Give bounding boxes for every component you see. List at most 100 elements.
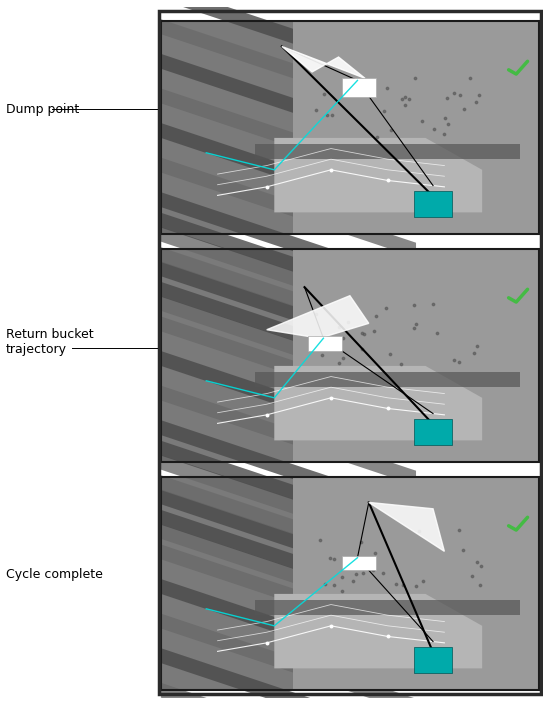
Point: [383, 631, 392, 642]
Point: [474, 90, 483, 101]
Polygon shape: [161, 648, 416, 705]
Point: [440, 128, 449, 140]
Point: [262, 637, 271, 649]
Polygon shape: [161, 544, 416, 644]
Polygon shape: [161, 282, 416, 382]
Polygon shape: [161, 158, 416, 257]
Point: [373, 131, 382, 142]
Point: [472, 96, 480, 107]
Point: [337, 571, 346, 582]
Point: [401, 99, 409, 110]
Polygon shape: [161, 420, 416, 520]
Point: [472, 556, 481, 568]
Point: [330, 579, 339, 590]
Point: [455, 356, 464, 367]
Point: [386, 124, 395, 135]
Point: [440, 112, 449, 123]
Polygon shape: [161, 247, 416, 348]
FancyBboxPatch shape: [161, 477, 539, 689]
Point: [322, 109, 331, 121]
Point: [262, 181, 271, 192]
FancyBboxPatch shape: [309, 336, 342, 351]
Polygon shape: [282, 47, 365, 78]
Point: [458, 544, 467, 556]
Point: [412, 581, 421, 592]
Point: [468, 570, 477, 582]
Point: [339, 332, 348, 343]
Point: [316, 534, 325, 546]
Text: Dump point: Dump point: [6, 103, 79, 116]
Polygon shape: [267, 295, 369, 338]
Polygon shape: [161, 213, 416, 313]
Polygon shape: [161, 19, 416, 119]
Point: [311, 104, 320, 116]
Point: [419, 576, 428, 587]
Point: [339, 352, 348, 364]
Polygon shape: [274, 138, 482, 212]
Point: [349, 575, 358, 586]
FancyBboxPatch shape: [161, 21, 539, 233]
Point: [311, 309, 320, 320]
Point: [465, 72, 474, 83]
Point: [442, 93, 451, 104]
FancyBboxPatch shape: [161, 249, 539, 462]
Point: [262, 409, 271, 420]
Point: [381, 302, 390, 314]
Point: [359, 329, 368, 340]
Point: [371, 548, 380, 559]
Point: [379, 567, 388, 578]
FancyBboxPatch shape: [293, 477, 539, 689]
Polygon shape: [161, 524, 416, 624]
Point: [444, 119, 452, 130]
Point: [383, 175, 392, 186]
Point: [326, 552, 334, 563]
Point: [317, 350, 326, 361]
Point: [456, 90, 464, 101]
Point: [397, 358, 406, 369]
FancyBboxPatch shape: [342, 78, 376, 97]
Point: [357, 536, 366, 547]
Point: [449, 87, 458, 99]
Point: [334, 321, 343, 333]
Point: [385, 348, 394, 360]
Polygon shape: [161, 351, 416, 451]
Point: [344, 317, 353, 328]
Polygon shape: [161, 317, 416, 417]
Polygon shape: [161, 510, 416, 610]
Point: [409, 322, 418, 333]
FancyBboxPatch shape: [342, 556, 376, 570]
Point: [328, 109, 337, 121]
Point: [449, 354, 458, 365]
Point: [382, 83, 391, 94]
Point: [432, 327, 441, 338]
Point: [428, 299, 437, 310]
Point: [473, 341, 482, 352]
Point: [392, 578, 401, 589]
Polygon shape: [274, 594, 482, 668]
Polygon shape: [255, 145, 520, 159]
Polygon shape: [161, 262, 416, 362]
Point: [334, 357, 343, 369]
Polygon shape: [274, 366, 482, 441]
Point: [338, 585, 347, 596]
Point: [399, 579, 408, 590]
Polygon shape: [369, 503, 444, 551]
FancyBboxPatch shape: [293, 249, 539, 462]
Polygon shape: [161, 386, 416, 486]
FancyBboxPatch shape: [414, 191, 452, 216]
Point: [412, 318, 420, 329]
Point: [320, 578, 329, 589]
Text: Cycle complete: Cycle complete: [6, 568, 102, 581]
Polygon shape: [255, 600, 520, 615]
Polygon shape: [161, 579, 416, 679]
Point: [410, 72, 419, 83]
Point: [429, 123, 438, 135]
Point: [455, 525, 463, 536]
Point: [469, 348, 478, 359]
Polygon shape: [161, 682, 416, 705]
Polygon shape: [161, 54, 416, 154]
Point: [477, 560, 486, 572]
Point: [357, 344, 366, 355]
Text: Return bucket
trajectory: Return bucket trajectory: [6, 328, 93, 356]
Point: [352, 568, 360, 580]
